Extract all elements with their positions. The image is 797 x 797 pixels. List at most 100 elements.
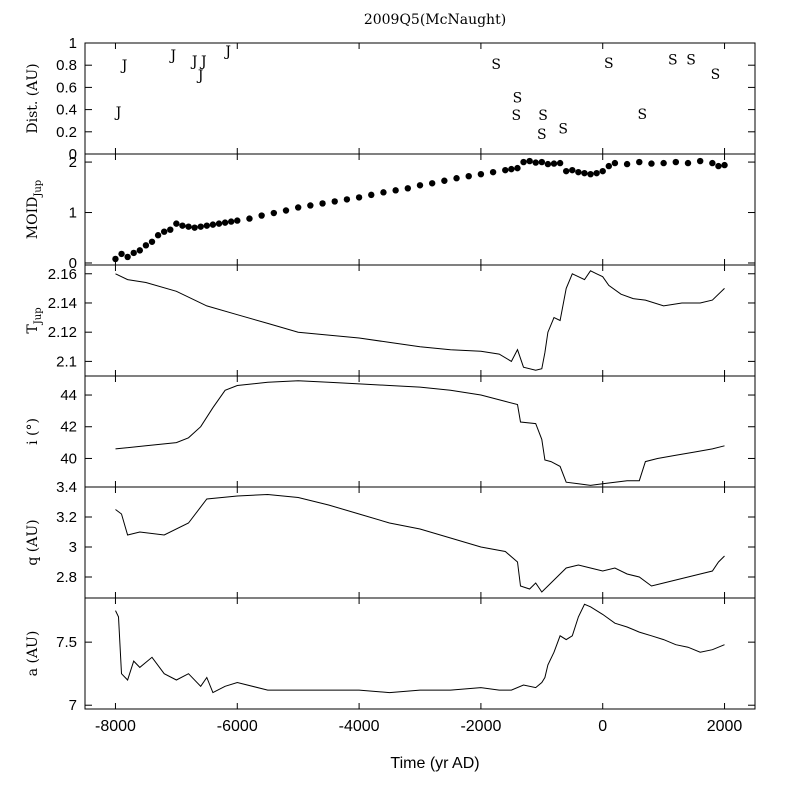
encounter-marker: J <box>169 48 177 64</box>
panel-frame <box>84 153 756 266</box>
y-tick-label: 0.4 <box>56 102 77 119</box>
series-line-a <box>115 603 725 694</box>
encounter-marker: S <box>604 56 614 72</box>
moid-point <box>130 249 137 257</box>
encounter-marker: J <box>199 54 207 70</box>
panel-frame <box>84 375 756 488</box>
x-axis: -8000 -6000 -4000 -2000 0 2000 <box>95 718 742 735</box>
moid-point <box>368 191 375 199</box>
y-tick-label: 2.8 <box>56 569 77 586</box>
encounter-marker: J <box>223 44 231 60</box>
y-tick-label: 40 <box>60 450 77 467</box>
encounter-marker: S <box>513 90 523 106</box>
moid-point <box>355 194 363 201</box>
moid-point <box>185 223 192 230</box>
moid-point <box>453 175 460 182</box>
y-tick-label: 3 <box>69 539 77 556</box>
moid-point <box>599 167 606 175</box>
y-tick-label: 2.14 <box>48 295 77 312</box>
moid-point <box>234 217 241 224</box>
chart-title: 2009Q5(McNaught) <box>364 12 506 28</box>
y-tick-label: 2.16 <box>48 266 77 283</box>
moid-point <box>648 160 655 167</box>
moid-point <box>562 167 570 175</box>
encounter-marker: S <box>511 108 521 124</box>
y-axis-label: i (°) <box>25 418 41 445</box>
moid-point <box>538 158 546 166</box>
y-axis-label: MOIDJup <box>25 180 44 239</box>
moid-point <box>623 160 631 168</box>
moid-point <box>428 180 436 187</box>
moid-point <box>575 168 582 176</box>
moid-point <box>684 159 692 167</box>
panel-frame <box>84 597 756 710</box>
moid-point <box>173 220 180 227</box>
encounter-marker: J <box>190 54 198 70</box>
moid-point <box>660 159 667 167</box>
y-tick-label: 7.5 <box>56 634 77 651</box>
moid-point <box>160 228 168 235</box>
series-line-tjup <box>115 270 725 371</box>
moid-point <box>477 170 485 178</box>
encounter-marker: S <box>686 53 696 69</box>
moid-point <box>465 173 472 180</box>
series-line-q <box>115 493 725 593</box>
moid-point <box>246 215 253 222</box>
moid-point <box>514 164 521 172</box>
moid-point <box>221 219 229 226</box>
panel-moid: 0 1 2 MOIDJup <box>25 153 756 272</box>
x-tick-label: -6000 <box>217 718 258 735</box>
moid-point <box>380 189 387 196</box>
y-tick-label: 42 <box>60 419 77 436</box>
moid-point <box>611 159 619 167</box>
encounter-marker: J <box>120 58 128 74</box>
encounter-marker: S <box>558 121 568 137</box>
y-tick-label: 3.4 <box>56 479 77 496</box>
moid-point <box>544 160 552 168</box>
y-tick-label: 0.2 <box>56 124 77 141</box>
x-tick-label: 0 <box>598 718 607 735</box>
encounter-marker: S <box>638 107 648 123</box>
panel-frame <box>84 486 756 599</box>
moid-point <box>672 158 680 166</box>
y-axis-label: a (AU) <box>25 631 41 677</box>
y-tick-label: 0.8 <box>56 57 77 74</box>
encounter-marker: S <box>537 127 547 143</box>
moid-point <box>636 158 643 166</box>
moid-point <box>520 158 527 166</box>
encounter-marker: J <box>114 105 122 121</box>
x-tick-label: -4000 <box>339 718 380 735</box>
moid-point <box>508 165 515 173</box>
moid-point <box>569 166 576 174</box>
moid-point <box>197 223 204 230</box>
x-tick-label: -8000 <box>95 718 136 735</box>
encounter-marker: J <box>196 68 204 84</box>
moid-point <box>118 250 125 258</box>
y-tick-label: 2.12 <box>48 324 77 341</box>
moid-point <box>502 166 509 174</box>
encounter-marker: S <box>491 57 501 73</box>
moid-point <box>227 218 235 225</box>
encounter-marker: S <box>668 53 678 69</box>
moid-point <box>136 247 144 254</box>
moid-point <box>532 159 539 166</box>
moid-point <box>404 185 412 192</box>
moid-point <box>526 157 533 165</box>
moid-point <box>154 232 162 239</box>
y-tick-label: 0 <box>69 146 77 163</box>
y-tick-label: 0 <box>69 255 77 272</box>
encounter-marker: S <box>538 108 548 124</box>
panel-incl: 40 42 44 i (°) <box>25 375 756 488</box>
moid-point <box>343 196 351 203</box>
moid-point <box>142 242 150 249</box>
moid-point <box>441 177 448 184</box>
moid-point <box>167 226 174 233</box>
moid-point <box>489 168 497 176</box>
panel-frame <box>84 42 756 155</box>
moid-point <box>581 169 588 177</box>
moid-point <box>593 169 600 177</box>
moid-point <box>319 200 326 207</box>
